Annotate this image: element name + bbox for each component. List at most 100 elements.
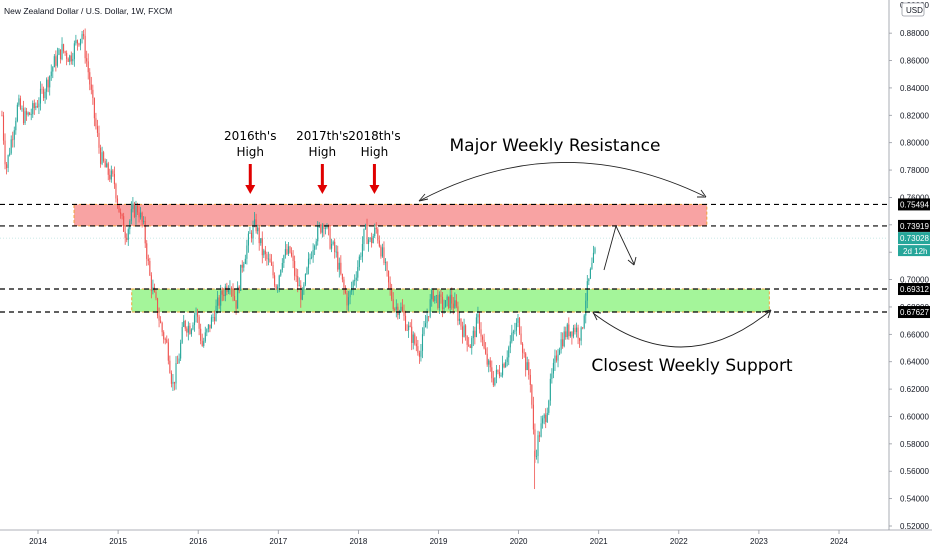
candle-body xyxy=(511,332,513,342)
candle-body xyxy=(52,67,54,72)
currency-badge[interactable] xyxy=(901,2,925,17)
candle-body xyxy=(167,342,169,361)
candle-body xyxy=(414,334,416,344)
candle-body xyxy=(83,34,85,36)
x-tick-label: 2020 xyxy=(510,537,528,546)
candle-body xyxy=(190,329,192,335)
candle-body xyxy=(312,249,314,258)
candle-body xyxy=(289,246,291,253)
candle-body xyxy=(96,126,99,133)
current-price-label-bg xyxy=(898,232,930,245)
high-2018-arrow xyxy=(369,185,380,194)
candle-body xyxy=(311,257,313,259)
candle-body xyxy=(477,314,479,318)
candle-body xyxy=(309,257,311,259)
candle-body xyxy=(568,324,570,337)
candle-body xyxy=(579,338,581,341)
candle-body xyxy=(195,311,197,316)
candle-body xyxy=(320,225,322,233)
candle-body xyxy=(104,161,106,168)
candle-body xyxy=(81,34,83,40)
candle-body xyxy=(538,435,541,437)
candle-body xyxy=(110,170,112,180)
x-tick-label: 2019 xyxy=(430,537,448,546)
candle-body xyxy=(589,269,591,279)
candle-body xyxy=(540,423,542,437)
candle-body xyxy=(184,320,186,329)
candle-body xyxy=(440,294,442,297)
candle-body xyxy=(280,269,282,276)
candle-body xyxy=(12,139,14,141)
candle-body xyxy=(411,326,413,343)
candle-body xyxy=(109,174,111,180)
candle-body xyxy=(9,153,11,156)
candle-body xyxy=(389,282,391,289)
level-price-label-bg xyxy=(898,219,930,232)
candle-body xyxy=(15,120,17,131)
candle-body xyxy=(509,341,511,348)
candle-body xyxy=(483,339,485,349)
candle-body xyxy=(247,233,249,246)
candle-body xyxy=(204,332,206,342)
candle-body xyxy=(112,170,114,174)
candle-body xyxy=(144,221,146,244)
candle-body xyxy=(230,288,233,290)
candle-body xyxy=(518,317,521,334)
candle-body xyxy=(146,243,148,259)
candle-body xyxy=(224,286,226,297)
candle-body xyxy=(135,205,137,217)
candle-body xyxy=(526,362,528,371)
level-price-label-bg xyxy=(898,306,930,319)
candle-body xyxy=(374,227,376,237)
candle-body xyxy=(254,219,256,226)
candle-body xyxy=(246,245,248,259)
candle-body xyxy=(361,243,363,257)
candle-body xyxy=(534,429,536,457)
candle-body xyxy=(164,339,166,341)
candle-body xyxy=(431,290,433,300)
candle-body xyxy=(381,247,383,257)
candle-body xyxy=(528,362,530,375)
candle-body xyxy=(13,130,15,140)
candle-body xyxy=(594,248,596,253)
y-tick-label: 0.54000 xyxy=(900,495,929,504)
candle-body xyxy=(580,327,582,341)
candle-body xyxy=(300,285,302,300)
candle-body xyxy=(221,290,223,295)
x-tick-label: 2014 xyxy=(29,537,47,546)
high-2016-label: 2016th's xyxy=(224,129,276,143)
candle-body xyxy=(563,331,565,347)
candle-body xyxy=(240,264,242,291)
candle-body xyxy=(332,241,334,245)
candle-body xyxy=(98,132,100,148)
candle-body xyxy=(218,297,220,306)
candle-body xyxy=(189,325,191,335)
candle-body xyxy=(592,252,595,263)
candle-body xyxy=(352,281,354,289)
candle-body xyxy=(46,79,48,92)
candle-body xyxy=(187,325,189,333)
candle-body xyxy=(290,252,293,256)
candle-body xyxy=(329,228,331,249)
candle-body xyxy=(136,205,139,213)
candle-body xyxy=(4,140,6,165)
projection-path xyxy=(603,224,635,271)
candle-body xyxy=(505,362,507,368)
candle-body xyxy=(503,363,505,368)
level-price-label-bg xyxy=(898,198,930,211)
candle-body xyxy=(377,229,379,241)
candle-body xyxy=(10,139,12,154)
candle-body xyxy=(391,288,393,300)
candle-body xyxy=(106,163,108,168)
candle-body xyxy=(460,318,462,327)
candle-body xyxy=(398,311,400,316)
candle-body xyxy=(73,43,75,60)
resistance-zone xyxy=(73,203,708,227)
candle-body xyxy=(160,320,162,323)
candle-body xyxy=(39,88,42,104)
candle-body xyxy=(466,335,468,345)
x-tick-label: 2018 xyxy=(350,537,368,546)
candle-body xyxy=(495,369,497,378)
